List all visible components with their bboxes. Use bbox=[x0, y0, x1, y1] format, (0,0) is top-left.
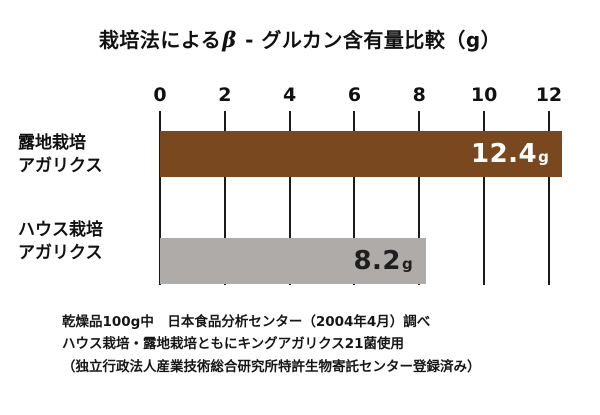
bar-value-label: 8.2 g bbox=[353, 246, 412, 276]
grid-area: 12.4 g 8.2 g bbox=[159, 111, 570, 285]
footnote-line: ハウス栽培・露地栽培ともにキングアガリクス21菌使用 bbox=[62, 336, 404, 353]
footnotes: 乾燥品100g中 日本食品分析センター（2004年4月）調べ ハウス栽培・露地栽… bbox=[62, 311, 572, 378]
gridline bbox=[353, 111, 356, 285]
bar-row: 8.2 g bbox=[160, 238, 570, 325]
axis-tick-label: 8 bbox=[412, 84, 426, 106]
axis-tick-label: 12 bbox=[535, 84, 563, 106]
bar: 8.2 g bbox=[160, 238, 426, 284]
bar-row: 12.4 g bbox=[160, 131, 570, 218]
gridline bbox=[483, 111, 486, 285]
bar: 12.4 g bbox=[160, 131, 562, 177]
gridline bbox=[547, 111, 550, 285]
category-label-roji: 露地栽培 アガリクス bbox=[18, 111, 160, 198]
axis-tick-label: 10 bbox=[470, 84, 498, 106]
chart-title-text-rest: - グルカン含有量比較（g） bbox=[237, 28, 502, 52]
chart-title-text: 栽培法による bbox=[98, 28, 222, 52]
category-label-line: ハウス栽培 bbox=[18, 220, 103, 241]
gridline bbox=[223, 111, 226, 285]
axis-tick-label: 4 bbox=[283, 84, 297, 106]
footnote-line: （独立行政法人産業技術総合研究所特許生物寄託センター登録済み） bbox=[62, 358, 481, 375]
chart-title: 栽培法によるβ - グルカン含有量比較（g） bbox=[0, 0, 600, 53]
bar-value-number: 12.4 bbox=[470, 139, 538, 169]
category-label-house: ハウス栽培 アガリクス bbox=[18, 198, 160, 285]
axis-tick-label: 0 bbox=[153, 84, 167, 106]
category-label-line: アガリクス bbox=[18, 155, 103, 176]
axis-tick-label: 6 bbox=[347, 84, 362, 106]
bar-chart: 露地栽培 アガリクス ハウス栽培 アガリクス 0 2 4 6 8 10 12 12.4 g bbox=[18, 79, 570, 285]
bar-value-label: 12.4 g bbox=[471, 139, 549, 169]
bar-value-number: 8.2 bbox=[353, 246, 402, 276]
x-axis: 0 2 4 6 8 10 12 bbox=[153, 79, 570, 111]
gridline bbox=[418, 111, 421, 285]
bar-value-unit: g bbox=[402, 255, 413, 273]
gridline bbox=[159, 111, 161, 285]
beta-symbol: β bbox=[222, 27, 237, 52]
bar-value-unit: g bbox=[538, 148, 549, 166]
category-label-line: 露地栽培 bbox=[18, 133, 86, 154]
bars-layer: 12.4 g 8.2 g bbox=[160, 111, 570, 285]
footnote-line: 乾燥品100g中 日本食品分析センター（2004年4月）調べ bbox=[62, 314, 431, 330]
gridline bbox=[288, 111, 291, 285]
category-label-line: アガリクス bbox=[18, 242, 103, 263]
axis-tick-label: 2 bbox=[218, 84, 232, 106]
plot-area: 0 2 4 6 8 10 12 12.4 g 8.2 g bbox=[153, 79, 570, 285]
category-labels: 露地栽培 アガリクス ハウス栽培 アガリクス bbox=[18, 79, 160, 285]
